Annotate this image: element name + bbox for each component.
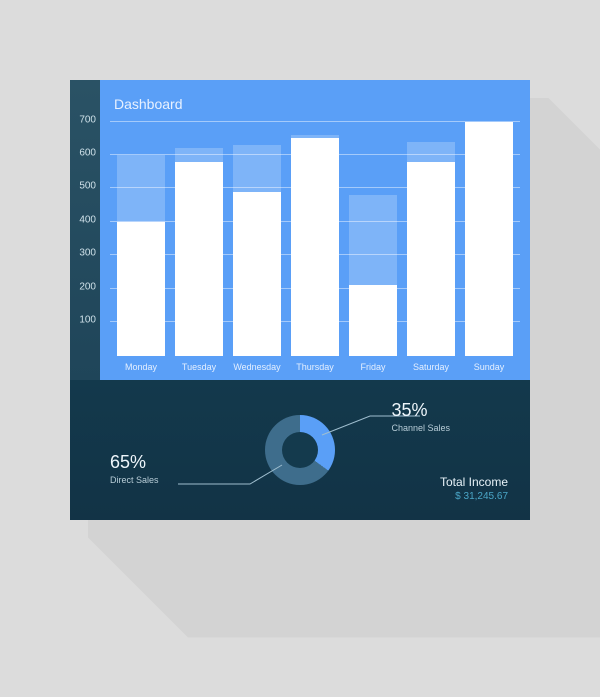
direct-sales-pct: 65%: [110, 452, 159, 473]
bar-chart-panel: 100 200 300 400 500 600 700 Dashboard Monday Tu…: [70, 80, 530, 380]
bar-fg: [349, 285, 398, 355]
bars-container: [110, 122, 520, 356]
y-tick: 500: [79, 181, 96, 192]
callout-direct-sales: 65% Direct Sales: [110, 452, 159, 485]
chart-area: Dashboard Monday Tuesday Wednesday Thursday…: [100, 80, 530, 380]
bar-col: [291, 122, 340, 356]
bar-col: [233, 122, 282, 356]
x-label: Thursday: [291, 362, 340, 372]
bar-col: [407, 122, 456, 356]
bar-fg: [407, 162, 456, 356]
y-tick: 300: [79, 248, 96, 259]
y-tick: 600: [79, 147, 96, 158]
channel-sales-pct: 35%: [391, 400, 450, 421]
total-income-value: $ 31,245.67: [440, 491, 508, 502]
bar-fg: [175, 162, 224, 356]
x-label: Wednesday: [233, 362, 282, 372]
x-label: Saturday: [407, 362, 456, 372]
bar-col: [175, 122, 224, 356]
summary-panel: 65% Direct Sales 35% Channel Sales Total…: [70, 380, 530, 520]
y-tick: 700: [79, 114, 96, 125]
bar-col: [349, 122, 398, 356]
bar-fg: [233, 192, 282, 356]
y-tick: 400: [79, 214, 96, 225]
direct-sales-label: Direct Sales: [110, 475, 159, 485]
y-tick: 100: [79, 315, 96, 326]
total-income: Total Income $ 31,245.67: [440, 475, 508, 502]
x-label: Sunday: [465, 362, 514, 372]
bar-fg: [291, 138, 340, 355]
bar-col: [117, 122, 166, 356]
y-tick: 200: [79, 281, 96, 292]
x-label: Tuesday: [175, 362, 224, 372]
x-label: Friday: [349, 362, 398, 372]
dashboard-card: 100 200 300 400 500 600 700 Dashboard Monday Tu…: [70, 80, 530, 520]
x-label: Monday: [117, 362, 166, 372]
bar-col: [465, 122, 514, 356]
y-axis: 100 200 300 400 500 600 700: [70, 80, 100, 380]
callout-channel-sales: 35% Channel Sales: [391, 400, 450, 433]
channel-sales-label: Channel Sales: [391, 423, 450, 433]
plot-area: [110, 122, 520, 356]
x-axis-labels: Monday Tuesday Wednesday Thursday Friday Satu…: [110, 356, 520, 374]
dashboard-title: Dashboard: [114, 96, 520, 112]
total-income-label: Total Income: [440, 475, 508, 489]
bar-fg: [117, 222, 166, 356]
bar-fg: [465, 122, 514, 356]
